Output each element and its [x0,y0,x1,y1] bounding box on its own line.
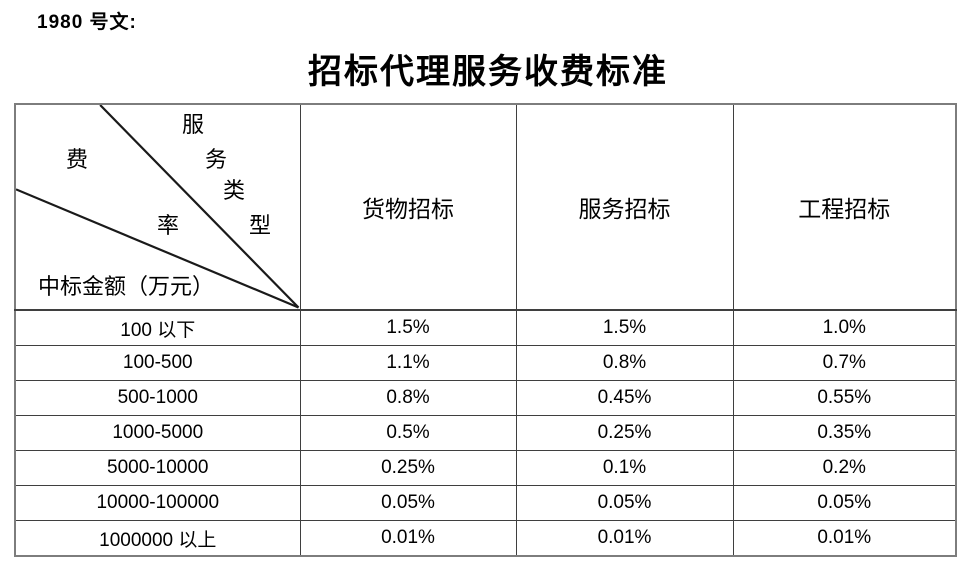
page-title: 招标代理服务收费标准 [308,54,668,91]
column-header-services: 服务招标 [515,103,734,312]
fee-cell: 0.7% [732,345,957,382]
row-range-cell: 100 以下 [14,309,301,347]
fee-cell: 0.35% [732,415,957,452]
corner-label-service-char-4: 型 [249,213,272,238]
table-row: 100-500 1.1% 0.8% 0.7% [14,345,957,382]
diagonal-lines [16,105,300,309]
fee-cell: 0.01% [299,520,517,557]
fee-cell: 0.5% [299,415,517,452]
column-header-works: 工程招标 [732,103,957,312]
fee-cell: 0.8% [515,345,734,382]
fee-table: 服 务 类 型 费 率 中标金额（万元） 货物招标 服务招标 工程招标 100 … [14,103,957,557]
fee-cell: 0.25% [299,450,517,487]
row-range-cell: 1000-5000 [14,415,301,452]
corner-label-amount-axis: 中标金额（万元） [38,274,215,299]
fee-cell: 0.2% [732,450,957,487]
table-row: 500-1000 0.8% 0.45% 0.55% [14,380,957,417]
row-range-cell: 10000-100000 [14,485,301,522]
fee-cell: 0.05% [299,485,517,522]
row-range-cell: 100-500 [14,345,301,382]
corner-label-service-char-2: 务 [205,147,228,172]
column-header-goods: 货物招标 [299,103,517,312]
fee-cell: 1.5% [515,309,734,347]
table-row: 10000-100000 0.05% 0.05% 0.05% [14,485,957,522]
fee-cell: 0.55% [732,380,957,417]
fee-cell: 1.1% [299,345,517,382]
fee-cell: 0.05% [732,485,957,522]
table-row: 1000-5000 0.5% 0.25% 0.35% [14,415,957,452]
header-row: 服 务 类 型 费 率 中标金额（万元） 货物招标 服务招标 工程招标 [14,103,957,312]
fee-cell: 1.0% [732,309,957,347]
corner-cell-inner: 服 务 类 型 费 率 中标金额（万元） [16,105,300,309]
corner-label-service-char-3: 类 [223,178,246,203]
diagonal-line-top [99,105,300,309]
fee-cell: 0.45% [515,380,734,417]
fee-cell: 0.8% [299,380,517,417]
table-row: 5000-10000 0.25% 0.1% 0.2% [14,450,957,487]
corner-label-service-char-1: 服 [182,112,205,137]
fee-cell: 0.01% [732,520,957,557]
row-range-cell: 5000-10000 [14,450,301,487]
fee-cell: 0.05% [515,485,734,522]
fee-cell: 0.25% [515,415,734,452]
diagonal-line-left [16,188,299,309]
corner-label-fee-char-2: 率 [157,213,180,238]
corner-label-fee-char-1: 费 [66,147,89,172]
table-row: 100 以下 1.5% 1.5% 1.0% [14,309,957,347]
fee-cell: 0.01% [515,520,734,557]
row-range-cell: 500-1000 [14,380,301,417]
doc-ref: 1980 号文: [37,12,137,33]
table-row: 1000000 以上 0.01% 0.01% 0.01% [14,520,957,557]
row-range-cell: 1000000 以上 [14,520,301,557]
corner-cell: 服 务 类 型 费 率 中标金额（万元） [14,103,301,312]
fee-cell: 1.5% [299,309,517,347]
fee-cell: 0.1% [515,450,734,487]
